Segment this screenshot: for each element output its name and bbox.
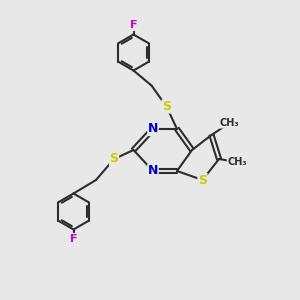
Text: F: F xyxy=(70,233,77,244)
Text: S: S xyxy=(110,152,118,166)
Text: N: N xyxy=(148,122,158,136)
Text: CH₃: CH₃ xyxy=(220,118,239,128)
Text: CH₃: CH₃ xyxy=(227,157,247,167)
Text: S: S xyxy=(162,100,171,113)
Text: N: N xyxy=(148,164,158,178)
Text: S: S xyxy=(198,173,207,187)
Text: F: F xyxy=(130,20,137,31)
